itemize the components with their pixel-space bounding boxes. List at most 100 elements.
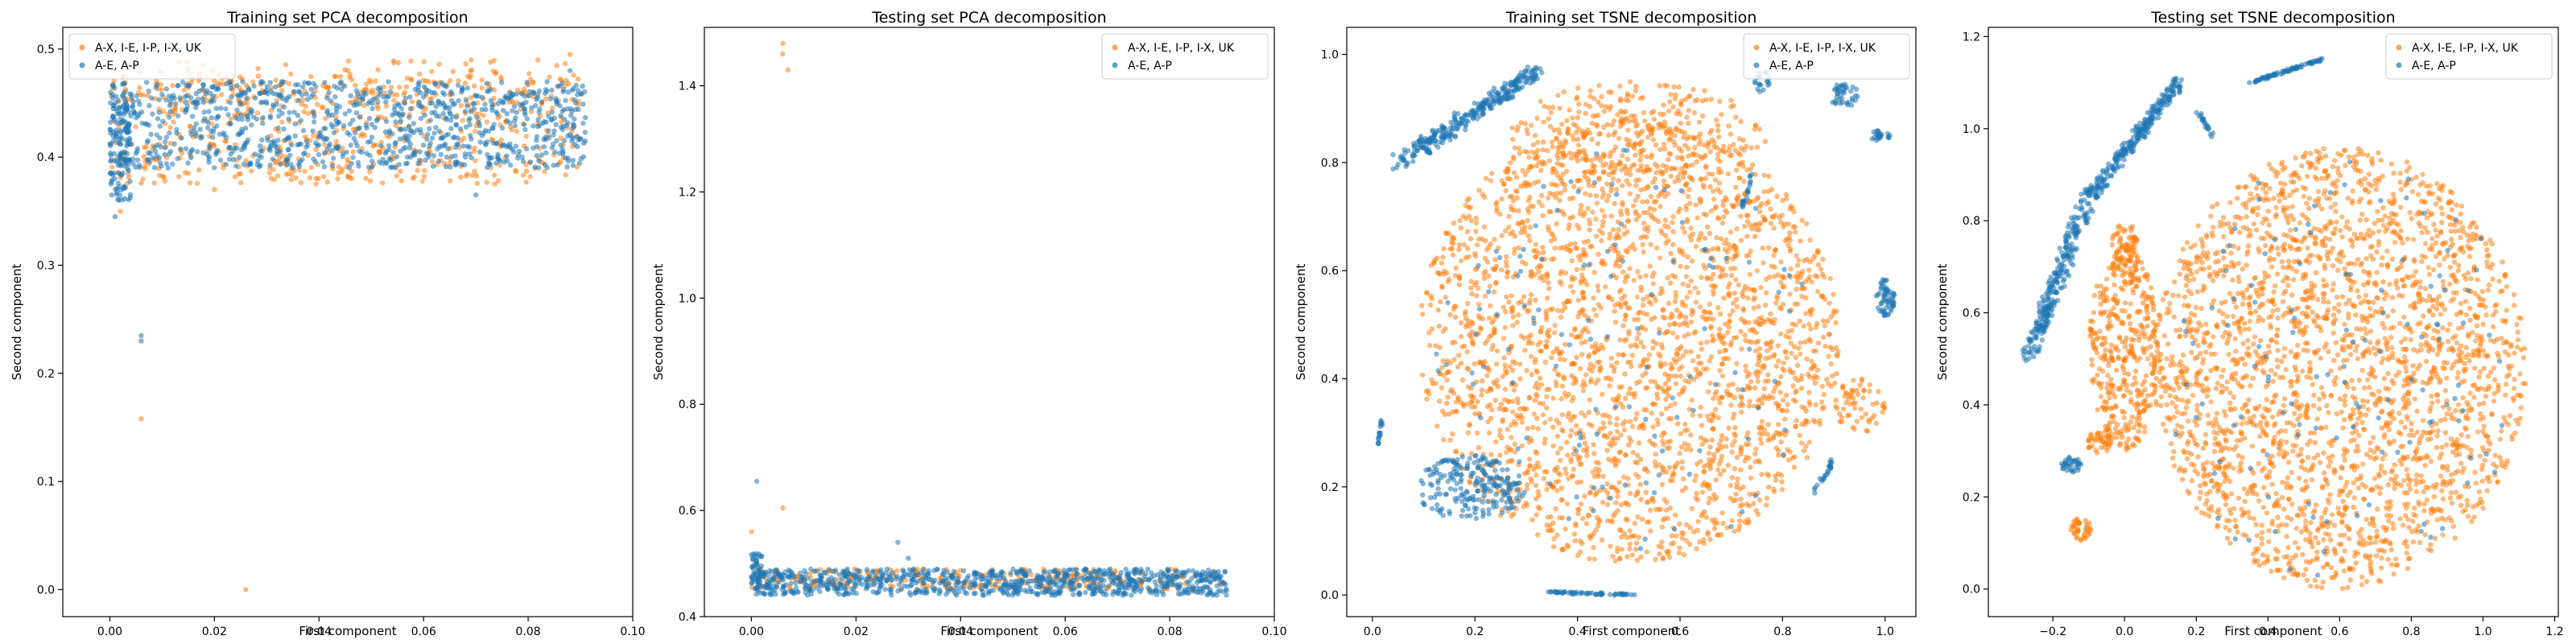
data-point <box>1711 316 1716 322</box>
data-point <box>1585 205 1591 211</box>
data-point <box>1092 569 1098 575</box>
data-point <box>1826 353 1831 359</box>
data-point <box>258 163 263 168</box>
x-axis-label: First component <box>940 624 1038 638</box>
data-point <box>1565 452 1571 458</box>
data-point <box>1763 302 1769 308</box>
data-point <box>391 97 397 103</box>
data-point <box>1741 287 1747 293</box>
data-point <box>1781 360 1786 366</box>
data-point <box>1580 387 1587 394</box>
data-point <box>1686 407 1692 412</box>
data-point <box>1733 297 1740 303</box>
data-point <box>1625 442 1632 448</box>
data-point <box>1757 436 1763 442</box>
data-point <box>546 128 551 134</box>
data-point <box>1682 303 1688 308</box>
data-point <box>1533 297 1538 303</box>
data-point <box>175 83 180 89</box>
data-point <box>1583 521 1590 526</box>
data-point <box>1707 380 1713 386</box>
data-point <box>1787 230 1793 236</box>
data-point <box>1516 300 1521 306</box>
data-point <box>1133 584 1139 589</box>
data-point <box>142 121 148 126</box>
data-point <box>1689 397 1695 402</box>
data-point <box>1611 118 1617 124</box>
data-point <box>300 151 307 157</box>
data-point <box>1542 359 1549 365</box>
data-point <box>436 159 441 164</box>
data-point <box>1160 592 1166 597</box>
data-point <box>1576 506 1582 512</box>
data-point <box>1618 502 1624 508</box>
data-point <box>907 583 914 588</box>
data-point <box>262 89 268 95</box>
data-point <box>351 135 357 142</box>
data-point <box>416 71 423 77</box>
data-point <box>471 105 477 112</box>
data-point <box>1659 524 1666 530</box>
data-point <box>526 93 532 99</box>
data-point <box>1559 308 1565 314</box>
data-point <box>142 144 147 151</box>
data-point <box>436 114 442 119</box>
data-point <box>543 150 549 156</box>
data-point <box>1441 437 1447 443</box>
data-point <box>1174 582 1181 588</box>
data-point <box>1545 295 1550 301</box>
data-point <box>582 130 588 135</box>
data-point <box>350 155 356 160</box>
data-point <box>1487 283 1492 289</box>
data-point <box>1457 217 1463 223</box>
data-point <box>1791 344 1798 349</box>
data-point <box>229 94 234 100</box>
data-point <box>331 130 336 136</box>
data-point <box>188 128 194 134</box>
data-point <box>411 174 417 180</box>
data-point <box>1616 352 1621 357</box>
data-point <box>279 153 284 159</box>
data-point <box>1501 336 1507 341</box>
data-point <box>1433 343 1439 349</box>
data-point <box>200 150 206 155</box>
data-point <box>1622 293 1628 299</box>
data-point <box>431 153 437 159</box>
data-point <box>1643 489 1649 495</box>
data-point <box>409 128 415 134</box>
data-point <box>1781 224 1786 229</box>
data-point <box>560 89 566 95</box>
legend: A-X, I-E, I-P, I-X, UKA-E, A-P <box>68 33 236 80</box>
data-point <box>239 117 245 122</box>
data-point <box>1574 423 1579 428</box>
data-point <box>472 128 478 134</box>
data-point <box>1676 356 1682 362</box>
data-point <box>1468 218 1475 224</box>
data-point <box>1559 383 1566 389</box>
data-point <box>1503 449 1509 456</box>
data-point <box>1492 257 1498 262</box>
data-point <box>1697 154 1703 159</box>
data-point <box>1547 416 1554 422</box>
data-point <box>1512 441 1517 448</box>
data-point <box>477 149 483 155</box>
data-point <box>1439 365 1445 370</box>
data-point <box>523 180 529 185</box>
data-point <box>1711 271 1716 277</box>
data-point <box>1146 576 1152 582</box>
data-point <box>1755 338 1761 345</box>
data-point <box>378 142 384 149</box>
data-point <box>367 153 373 159</box>
data-point <box>1798 238 1803 244</box>
data-point <box>1091 580 1096 587</box>
data-point <box>1806 390 1812 395</box>
data-point <box>421 59 427 64</box>
data-point <box>1765 473 1772 479</box>
data-point <box>1636 331 1641 336</box>
legend-label: A-E, A-P <box>95 60 139 72</box>
data-point <box>223 162 229 167</box>
data-point <box>155 116 161 122</box>
data-point <box>1453 265 1459 270</box>
data-point <box>163 161 170 167</box>
data-point <box>1727 291 1732 296</box>
